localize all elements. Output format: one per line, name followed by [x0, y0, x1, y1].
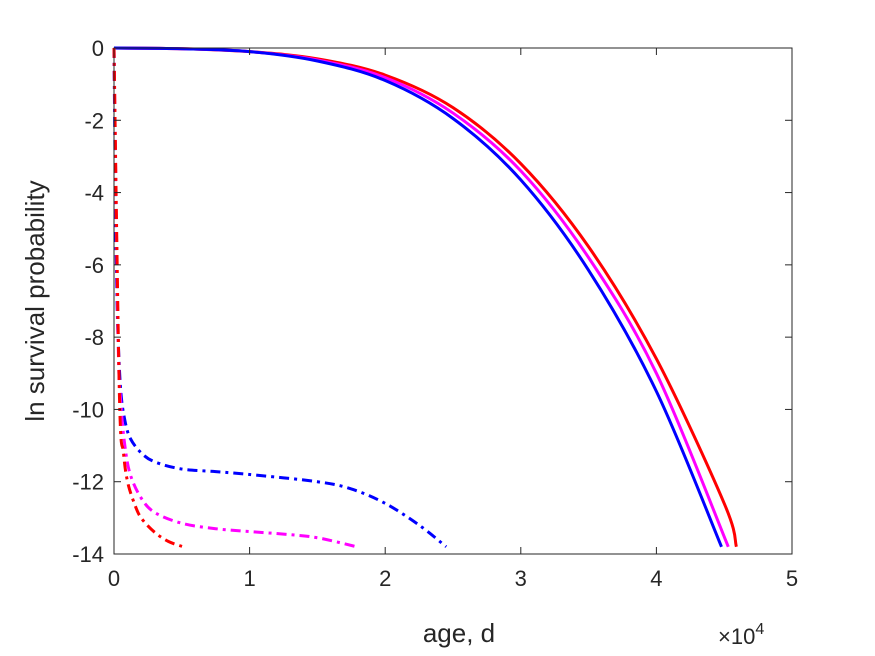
x-tick-label: 5 — [786, 566, 798, 591]
y-tick-label: -6 — [84, 253, 104, 278]
series-line-2 — [113, 46, 730, 548]
x-tick-label: 0 — [108, 566, 120, 591]
series-line-6 — [112, 47, 184, 549]
series-line-3 — [113, 46, 723, 548]
y-tick-label: -10 — [72, 397, 104, 422]
y-tick-label: 0 — [92, 36, 104, 61]
x-tick-label: 3 — [515, 566, 527, 591]
x-ticks: 0 1 2 3 4 5 — [108, 48, 798, 591]
y-tick-label: -4 — [84, 181, 104, 206]
x-tick-label: 2 — [379, 566, 391, 591]
x-exponent-base: ×10 — [718, 624, 755, 649]
y-tick-label: -8 — [84, 325, 104, 350]
y-tick-label: -12 — [72, 470, 104, 495]
x-tick-label: 1 — [243, 566, 255, 591]
y-tick-label: -2 — [84, 108, 104, 133]
plot-frame — [113, 47, 793, 555]
series-group — [112, 46, 738, 549]
x-exponent: ×104 — [718, 621, 764, 649]
series-line-4 — [112, 47, 448, 548]
series-line-1 — [113, 46, 738, 548]
y-tick-label: -14 — [72, 542, 104, 567]
x-axis-label: age, d — [423, 618, 495, 648]
x-tick-label: 4 — [650, 566, 662, 591]
x-exponent-power: 4 — [755, 621, 764, 638]
y-axis-label: ln survival probability — [20, 180, 50, 421]
y-ticks: 0 -2 -4 -6 -8 -10 -12 -14 — [72, 36, 792, 567]
